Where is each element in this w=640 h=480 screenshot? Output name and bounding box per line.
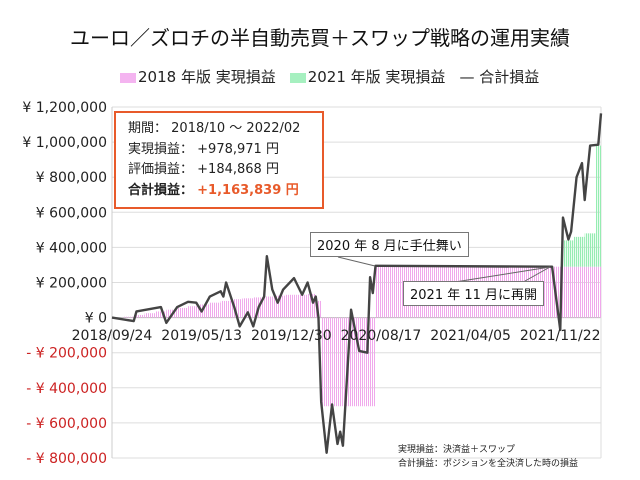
bar-2018-realized: [296, 294, 308, 318]
period-value: 2018/10 ～ 2022/02: [171, 121, 301, 136]
y-tick-label: - ¥ 800,000: [26, 451, 107, 467]
y-tick-label: ¥ 1,200,000: [22, 100, 107, 116]
total-pl-line: [111, 113, 603, 454]
realized-label: 実現損益：: [128, 141, 194, 157]
bar-2018-realized: [321, 317, 333, 407]
x-tick-label: 2021/11/22: [520, 328, 601, 344]
total-value: +1,163,839 円: [197, 182, 299, 198]
annotation-close: 2020 年 8 月に手仕舞い: [310, 232, 469, 257]
bar-2018-realized: [231, 299, 243, 318]
bar-2018-realized: [332, 317, 343, 407]
bar-2018-realized: [188, 306, 199, 318]
bar-2018-realized: [155, 311, 167, 318]
x-tick-label: 2019/05/13: [161, 328, 242, 344]
unrealized-value: +184,868 円: [197, 162, 279, 177]
bar-2018-realized: [177, 307, 189, 318]
legend-item-2021: 2021 年版 実現損益: [289, 66, 446, 87]
y-tick-label: ¥ 400,000: [36, 240, 107, 256]
bar-2018-realized: [353, 317, 365, 407]
legend-swatch-pink: [120, 72, 136, 83]
legend-label: 2018 年版 実現損益: [138, 68, 276, 86]
bar-2018-realized: [220, 300, 232, 318]
y-tick-label: ¥ 800,000: [36, 170, 107, 186]
bar-2018-realized: [209, 302, 221, 318]
bar-2021-realized: [562, 240, 574, 267]
bar-2018-realized: [133, 314, 145, 318]
legend-label: 2021 年版 実現損益: [307, 68, 446, 86]
x-tick-label: 2020/08/17: [341, 328, 422, 344]
note-total: 合計損益：ポジションを全決済した時の損益: [398, 459, 579, 469]
bar-2018-realized: [198, 304, 210, 318]
y-tick-label: - ¥ 600,000: [26, 416, 107, 432]
bar-2021-realized: [584, 233, 596, 267]
y-tick-label: ¥ 600,000: [36, 205, 107, 221]
legend-item-total: — 合計損益: [459, 66, 539, 87]
y-tick-label: - ¥ 200,000: [26, 346, 107, 362]
legend-item-2018: 2018 年版 実現損益: [120, 66, 276, 87]
x-tick-label: 2019/12/30: [251, 328, 332, 344]
chart-title: ユーロ／ズロチの半自動売買＋スワップ戦略の運用実績: [70, 26, 570, 50]
legend-label: 合計損益: [479, 68, 540, 86]
bar-2018-realized: [285, 294, 297, 318]
x-tick-label: 2018/09/24: [72, 328, 153, 344]
unrealized-label: 評価損益：: [128, 162, 194, 177]
bar-2018-realized: [144, 313, 156, 318]
bar-2021-realized: [595, 145, 601, 267]
summary-box: 期間： 2018/10 ～ 2022/02 実現損益： +978,971 円 評…: [114, 111, 324, 209]
bar-2021-realized: [573, 236, 585, 267]
y-tick-label: ¥ 0: [85, 311, 107, 327]
bar-2018-realized: [364, 317, 376, 407]
bar-2018-realized: [264, 296, 275, 318]
annotation-leader-restart: [454, 266, 551, 283]
bar-2018-realized: [242, 298, 254, 318]
x-tick-label: 2021/04/05: [430, 328, 511, 344]
realized-value: +978,971 円: [197, 141, 279, 157]
bar-2018-realized: [122, 316, 134, 318]
legend: 2018 年版 実現損益 2021 年版 実現損益 — 合計損益: [120, 66, 539, 87]
legend-line-icon: —: [459, 68, 480, 86]
y-tick-label: ¥ 1,000,000: [22, 135, 107, 151]
period-label: 期間：: [128, 121, 168, 136]
bar-2018-realized: [275, 295, 286, 318]
annotation-restart: 2021 年 11 月に再開: [403, 281, 545, 306]
y-tick-label: - ¥ 400,000: [26, 381, 107, 397]
bar-2018-realized: [307, 293, 316, 318]
annotation-leader-close: [337, 256, 376, 267]
y-tick-label: ¥ 200,000: [36, 276, 107, 292]
note-realized: 実現損益：決済益＋スワップ: [398, 445, 516, 455]
legend-swatch-green: [289, 72, 306, 83]
total-label: 合計損益：: [128, 182, 194, 198]
